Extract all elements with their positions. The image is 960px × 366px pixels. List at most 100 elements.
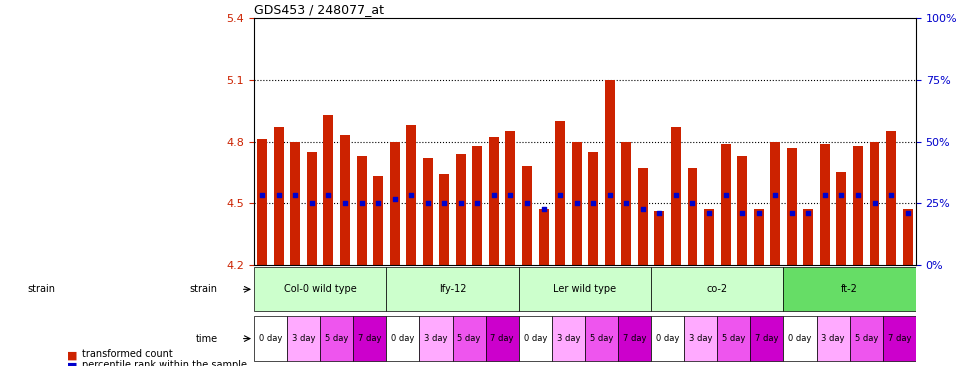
Point (618, 200, 634, 206)
Bar (687, 168, 698, 265)
Bar (539, 209, 548, 265)
Point (337, 200, 352, 206)
Point (486, 192, 501, 198)
Text: 5 day: 5 day (722, 334, 746, 343)
Point (801, 210, 816, 216)
FancyBboxPatch shape (420, 317, 452, 361)
Bar (721, 143, 731, 265)
Point (519, 200, 535, 206)
Point (718, 192, 733, 198)
Text: 7 day: 7 day (358, 334, 381, 343)
Bar (324, 115, 333, 265)
Bar (655, 211, 664, 265)
Text: 0 day: 0 day (259, 334, 282, 343)
Bar (588, 152, 598, 265)
FancyBboxPatch shape (518, 317, 552, 361)
FancyBboxPatch shape (287, 317, 321, 361)
Bar (605, 80, 614, 265)
Point (833, 192, 849, 198)
Point (254, 192, 270, 198)
Point (420, 200, 436, 206)
Text: 7 day: 7 day (491, 334, 514, 343)
Point (768, 192, 783, 198)
FancyBboxPatch shape (254, 267, 386, 311)
Bar (820, 143, 829, 265)
Point (900, 210, 915, 216)
FancyBboxPatch shape (386, 267, 518, 311)
Bar (787, 147, 797, 265)
Text: 5 day: 5 day (854, 334, 878, 343)
Text: 5 day: 5 day (457, 334, 481, 343)
Point (371, 200, 386, 206)
Text: 7 day: 7 day (888, 334, 911, 343)
FancyBboxPatch shape (850, 317, 883, 361)
Bar (902, 209, 913, 265)
Point (684, 200, 700, 206)
Bar (506, 131, 516, 265)
Point (321, 192, 336, 198)
Bar (870, 142, 879, 265)
Text: 0 day: 0 day (788, 334, 812, 343)
Text: 3 day: 3 day (424, 334, 447, 343)
Bar (737, 156, 747, 265)
Bar (440, 174, 449, 265)
Point (271, 192, 286, 198)
FancyBboxPatch shape (585, 317, 618, 361)
Point (503, 192, 518, 198)
Point (304, 200, 320, 206)
Point (536, 206, 551, 212)
FancyBboxPatch shape (452, 317, 486, 361)
Text: 3 day: 3 day (689, 334, 712, 343)
Point (817, 192, 832, 198)
Text: 0 day: 0 day (656, 334, 680, 343)
Bar (853, 146, 863, 265)
Bar (456, 154, 466, 265)
Bar (340, 135, 350, 265)
Text: ■: ■ (67, 362, 78, 366)
FancyBboxPatch shape (552, 317, 585, 361)
Point (586, 200, 601, 206)
Bar (257, 139, 267, 265)
Bar (422, 158, 433, 265)
Text: 5 day: 5 day (589, 334, 613, 343)
Bar (555, 121, 565, 265)
Bar (804, 209, 813, 265)
FancyBboxPatch shape (618, 317, 651, 361)
Text: percentile rank within the sample: percentile rank within the sample (82, 360, 247, 366)
Bar (373, 176, 383, 265)
Text: strain: strain (189, 284, 218, 294)
Point (668, 192, 684, 198)
FancyBboxPatch shape (783, 267, 916, 311)
Point (569, 200, 585, 206)
Text: Col-0 wild type: Col-0 wild type (284, 284, 356, 294)
Point (552, 192, 567, 198)
Point (387, 196, 402, 202)
FancyBboxPatch shape (386, 317, 420, 361)
Text: ft-2: ft-2 (841, 284, 858, 294)
FancyBboxPatch shape (684, 317, 717, 361)
Bar (754, 209, 763, 265)
Point (851, 192, 866, 198)
FancyBboxPatch shape (883, 317, 916, 361)
Text: strain: strain (28, 284, 56, 294)
Bar (356, 156, 367, 265)
Text: 3 day: 3 day (822, 334, 845, 343)
Point (784, 210, 800, 216)
Point (354, 200, 370, 206)
Point (702, 210, 717, 216)
Text: 3 day: 3 day (292, 334, 316, 343)
Text: co-2: co-2 (707, 284, 728, 294)
Text: 3 day: 3 day (557, 334, 580, 343)
Point (883, 192, 899, 198)
Point (288, 192, 303, 198)
Bar (621, 142, 632, 265)
Text: GDS453 / 248077_at: GDS453 / 248077_at (254, 3, 384, 16)
Bar (704, 209, 714, 265)
Bar (886, 131, 896, 265)
Point (652, 210, 667, 216)
FancyBboxPatch shape (817, 317, 850, 361)
FancyBboxPatch shape (717, 317, 751, 361)
Bar (307, 152, 317, 265)
Point (751, 210, 766, 216)
Text: 7 day: 7 day (756, 334, 779, 343)
